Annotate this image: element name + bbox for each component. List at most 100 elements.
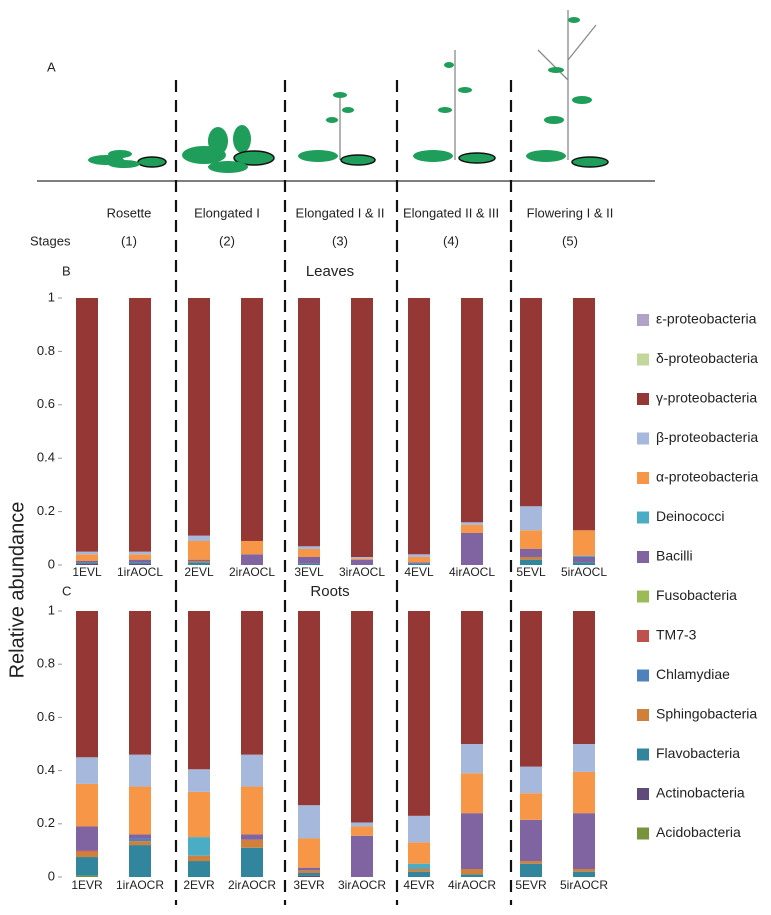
y-tick-label: 0	[48, 556, 55, 571]
panel-label: A	[47, 59, 56, 74]
legend-label: Sphingobacteria	[656, 706, 757, 722]
bar-segment	[298, 546, 320, 549]
x-tick-label: 1EVL	[72, 565, 102, 579]
bar-segment	[520, 506, 542, 531]
bar-segment	[351, 556, 373, 559]
legend-swatch	[637, 551, 649, 563]
bar-segment	[520, 556, 542, 560]
bar-segment	[573, 771, 595, 814]
bar-segment	[241, 540, 263, 555]
y-tick-label: 0.8	[37, 343, 55, 358]
legend-label: TM7-3	[656, 627, 697, 643]
bar-segment	[76, 551, 98, 555]
bar-segment	[520, 819, 542, 862]
x-tick-label: 1irAOCL	[117, 565, 163, 579]
x-tick-label: 3irAOCR	[338, 878, 386, 892]
bar-segment	[129, 834, 151, 839]
stage-name: Elongated II & III	[403, 205, 499, 220]
bar-segment	[188, 535, 210, 541]
bar-segment	[129, 611, 151, 755]
x-tick-label: 3irAOCL	[339, 565, 385, 579]
bar-segment	[188, 560, 210, 563]
bar-segment	[129, 841, 151, 846]
bar-segment	[188, 791, 210, 838]
legend-swatch	[637, 314, 649, 326]
y-tick-label: 0.4	[37, 762, 55, 777]
bar-segment	[188, 559, 210, 561]
legend-label: Bacilli	[656, 548, 693, 564]
bar-segment	[408, 842, 430, 864]
bar-segment	[188, 837, 210, 856]
bar-segment	[408, 863, 430, 870]
bar-segment	[408, 563, 430, 565]
bar-segment	[76, 562, 98, 564]
bar-segment	[298, 838, 320, 868]
bar-segment	[351, 558, 373, 560]
y-tick-label: 0.6	[37, 709, 55, 724]
x-tick-label: 2EVL	[184, 565, 214, 579]
legend-label: Chlamydiae	[656, 666, 730, 682]
y-tick-label: 0.8	[37, 656, 55, 671]
x-tick-label: 2irAOCR	[228, 878, 276, 892]
bar-segment	[298, 805, 320, 839]
bar-segment	[129, 754, 151, 787]
y-tick-label: 0.2	[37, 815, 55, 830]
plant-illustrations	[37, 10, 655, 182]
stage-number: (1)	[121, 233, 137, 248]
stage-dividers	[174, 80, 513, 905]
bar-segment	[76, 783, 98, 827]
bar-segment	[76, 560, 98, 563]
bar-segment	[298, 873, 320, 876]
panel-label: B	[62, 263, 71, 278]
bar-segment	[76, 757, 98, 784]
panel-label: C	[62, 583, 71, 598]
legend-swatch	[637, 353, 649, 366]
stage-name: Elongated I & II	[296, 205, 385, 220]
bar-segment	[188, 298, 210, 536]
bar-segment	[408, 298, 430, 555]
x-tick-label: 1irAOCR	[116, 878, 164, 892]
bar-segment	[129, 551, 151, 555]
x-tick-label: 2irAOCL	[229, 565, 275, 579]
legend-swatch	[637, 472, 649, 484]
bar-segment	[408, 554, 430, 557]
y-tick-label: 0	[48, 868, 55, 883]
bar-segment	[461, 532, 483, 565]
x-tick-label: 4EVL	[404, 565, 434, 579]
stages-label: Stages	[30, 233, 71, 248]
bar-segment	[461, 524, 483, 533]
bar-segment	[573, 556, 595, 563]
bar-segment	[188, 540, 210, 560]
stage-name: Flowering I & II	[527, 205, 614, 220]
bar-segment	[76, 554, 98, 561]
bar-segment	[573, 562, 595, 565]
x-tick-label: 2EVR	[183, 878, 215, 892]
legend-swatch	[637, 748, 649, 761]
y-tick-label: 0.6	[37, 396, 55, 411]
bar-segment	[573, 813, 595, 870]
x-tick-label: 4EVR	[403, 878, 435, 892]
bar-segment	[76, 611, 98, 758]
bar-segment	[241, 754, 263, 787]
bar-segment	[298, 556, 320, 564]
bar-segment	[188, 855, 210, 862]
bar-segment	[408, 611, 430, 816]
bar-segment	[188, 861, 210, 877]
stage-number: (4)	[443, 233, 459, 248]
bar-segment	[520, 530, 542, 549]
bar-segment	[461, 298, 483, 523]
bar-segment	[241, 847, 263, 877]
bar-segment	[520, 863, 542, 877]
bar-segment	[241, 298, 263, 541]
bar-segment	[573, 611, 595, 744]
bar-segment	[129, 559, 151, 563]
legend-swatch	[637, 511, 649, 524]
bar-segment	[241, 786, 263, 835]
bar-segment	[461, 522, 483, 525]
bar-segment	[573, 530, 595, 556]
bar-segment	[351, 298, 373, 557]
x-tick-label: 5EVL	[516, 565, 546, 579]
bar-segment	[520, 548, 542, 557]
bar-segment	[298, 870, 320, 874]
